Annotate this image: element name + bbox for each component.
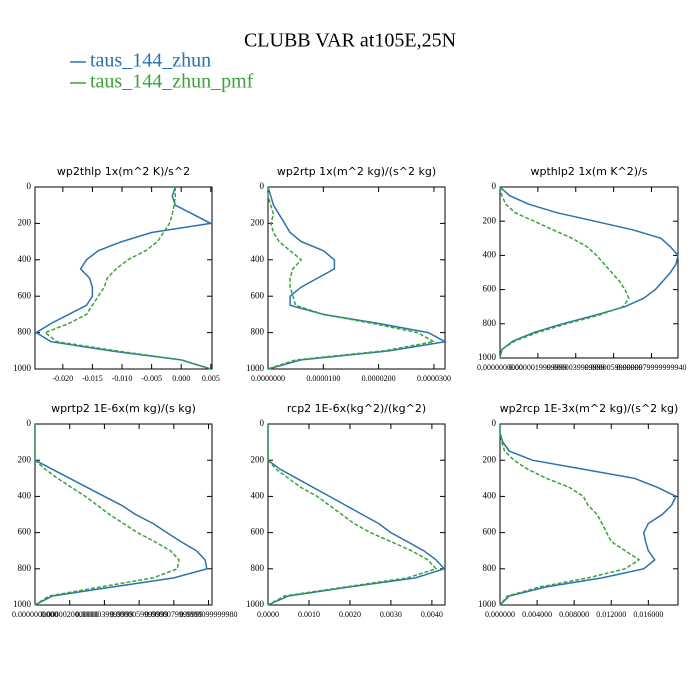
y-tick-label: 400 [483, 249, 497, 259]
plot-frame [267, 186, 446, 370]
x-tick-label: 0.008000 [559, 610, 589, 619]
x-tick-label: 0.0000 [257, 610, 279, 619]
plot-frame [499, 186, 679, 359]
x-tick-label: 0.0000039999999 [75, 610, 133, 619]
panel-title: wp2thlp 1x(m^2 K)/s^2 [57, 165, 190, 178]
y-tick-label: 400 [18, 490, 32, 500]
plot-frame [267, 423, 446, 606]
y-tick-label: 400 [251, 490, 265, 500]
y-tick-label: 600 [251, 527, 265, 537]
x-tick-label: 0.0020 [339, 610, 361, 619]
y-tick-label: 1000 [478, 352, 497, 362]
x-tick-label: 0.016000 [633, 610, 663, 619]
series-line [499, 186, 630, 359]
x-tick-label: 0.0000099999980 [180, 610, 238, 619]
x-tick-label: 0.0000079999999940 [616, 363, 686, 372]
y-tick-label: 600 [483, 527, 497, 537]
y-tick-label: 200 [18, 454, 32, 464]
y-tick-label: 200 [483, 215, 497, 225]
panel-title: rcp2 1E-6x(kg^2)/(kg^2) [287, 402, 426, 415]
series-line [34, 186, 214, 370]
y-tick-label: 0 [260, 418, 265, 428]
legend-label: taus_144_zhun_pmf [90, 71, 254, 93]
y-tick-label: 800 [18, 327, 32, 337]
x-tick-label: 0.005 [202, 374, 220, 383]
y-tick-label: 1000 [13, 363, 32, 373]
x-tick-label: 0.0000039999999 [547, 363, 605, 372]
y-tick-label: 1000 [246, 599, 265, 609]
series-line [499, 186, 679, 359]
x-tick-label: -0.005 [141, 374, 162, 383]
panel-title: wprtp2 1E-6x(m kg)/(s kg) [51, 402, 196, 415]
panel-title: wpthlp2 1x(m K^2)/s [531, 165, 648, 178]
x-tick-label: -0.010 [112, 374, 133, 383]
x-tick-label: 0.0000000000 [12, 610, 58, 619]
series-line [43, 187, 212, 370]
x-tick-label: 0.0000059999999 [585, 363, 643, 372]
series-line [34, 424, 208, 606]
y-tick-label: 200 [483, 454, 497, 464]
y-tick-label: 0 [260, 181, 265, 191]
figure-title: CLUBB VAR at105E,25N [244, 30, 456, 52]
x-tick-label: 0.000 [172, 374, 190, 383]
y-tick-label: 800 [251, 563, 265, 573]
y-tick-label: 800 [18, 563, 32, 573]
y-tick-label: 1000 [13, 599, 32, 609]
y-tick-label: 0 [492, 418, 497, 428]
y-tick-label: 600 [18, 527, 32, 537]
series-line [267, 424, 438, 606]
x-tick-label: 0.0030 [380, 610, 402, 619]
x-tick-label: 0.000000 [485, 610, 515, 619]
x-tick-label: 0.0000000000 [477, 363, 523, 372]
y-tick-label: 600 [251, 290, 265, 300]
y-tick-label: 400 [251, 254, 265, 264]
y-tick-label: 0 [27, 418, 32, 428]
x-tick-label: -0.020 [52, 374, 73, 383]
panel-title: wp2rcp 1E-3x(m^2 kg)/(s^2 kg) [500, 402, 679, 415]
y-tick-label: 200 [18, 217, 32, 227]
series-line [499, 424, 678, 606]
x-tick-label: 0.0010 [298, 610, 320, 619]
x-tick-label: 0.0000020000000 [41, 610, 99, 619]
y-tick-label: 200 [251, 454, 265, 464]
x-tick-label: 0.0000079999999 [145, 610, 203, 619]
x-tick-label: 0.0000200 [362, 374, 396, 383]
y-tick-label: 1000 [246, 363, 265, 373]
y-tick-label: 1000 [478, 599, 497, 609]
y-tick-label: 0 [27, 181, 32, 191]
plot-frame [34, 423, 213, 606]
y-tick-label: 600 [18, 290, 32, 300]
y-tick-label: 400 [483, 490, 497, 500]
x-tick-label: 0.012000 [596, 610, 626, 619]
series-line [267, 424, 446, 606]
x-tick-label: 0.0000100 [306, 374, 340, 383]
x-tick-label: 0.0040 [421, 610, 443, 619]
plot-frame [499, 423, 679, 606]
x-tick-label: 0.0000019999999 [509, 363, 567, 372]
y-tick-label: 400 [18, 254, 32, 264]
y-tick-label: 600 [483, 284, 497, 294]
x-tick-label: 0.0000059999999 [110, 610, 168, 619]
y-tick-label: 0 [492, 181, 497, 191]
series-line [499, 424, 641, 606]
x-tick-label: -0.015 [82, 374, 103, 383]
y-tick-label: 800 [483, 318, 497, 328]
y-tick-label: 200 [251, 217, 265, 227]
series-line [267, 187, 437, 370]
series-line [267, 186, 448, 370]
series-line [34, 424, 180, 606]
plot-frame [34, 186, 213, 370]
x-tick-label: 0.0000000 [251, 374, 285, 383]
y-tick-label: 800 [251, 327, 265, 337]
y-tick-label: 800 [483, 563, 497, 573]
panel-title: wp2rtp 1x(m^2 kg)/(s^2 kg) [277, 165, 436, 178]
legend-label: taus_144_zhun [90, 50, 211, 72]
x-tick-label: 0.004000 [522, 610, 552, 619]
x-tick-label: 0.0000300 [417, 374, 451, 383]
